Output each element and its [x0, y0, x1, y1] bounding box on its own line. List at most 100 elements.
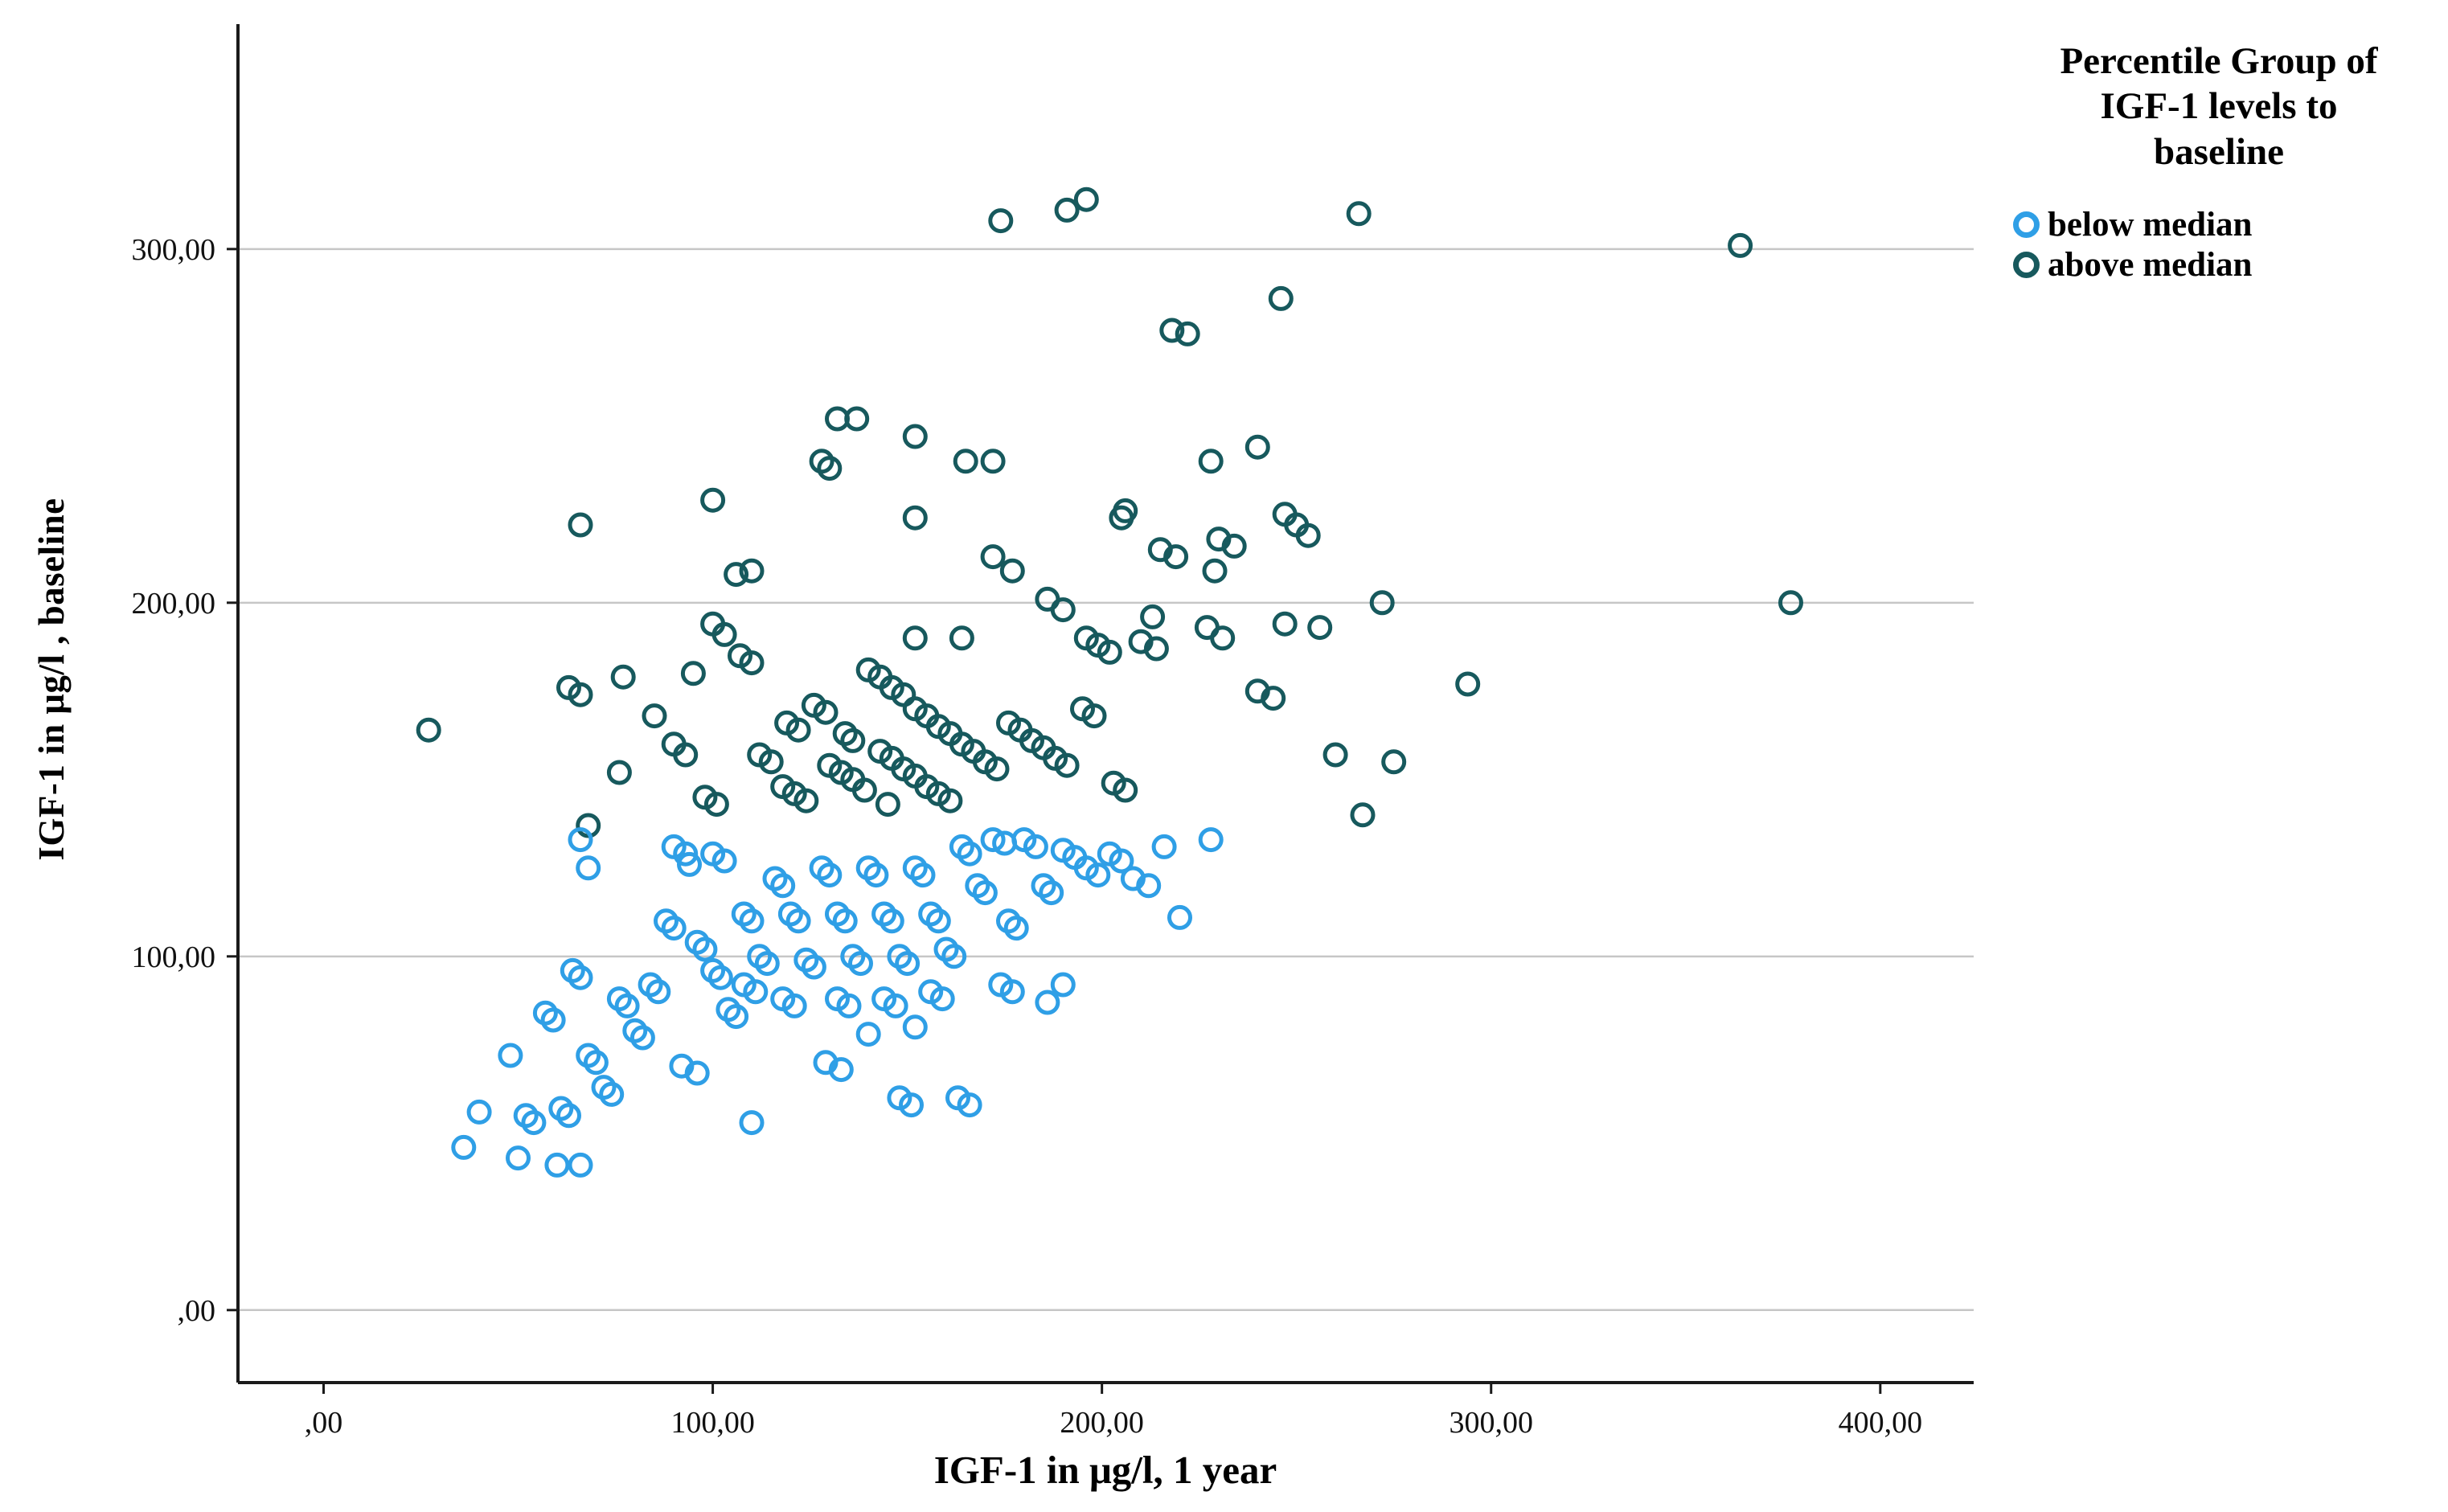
data-point-below-median: [1085, 863, 1111, 888]
legend-title-line: IGF-1 levels to: [2100, 85, 2338, 128]
data-point-above-median: [1455, 671, 1481, 697]
data-point-above-median: [610, 664, 636, 690]
data-point-below-median: [832, 908, 858, 934]
data-point-above-median: [1728, 232, 1753, 258]
data-point-below-median: [568, 827, 593, 853]
data-point-above-median: [758, 749, 784, 775]
data-point-below-median: [801, 954, 826, 980]
data-point-below-median: [568, 1152, 593, 1178]
data-point-below-median: [707, 965, 733, 990]
data-point-below-median: [673, 841, 699, 867]
data-point-above-median: [1073, 186, 1099, 212]
data-point-above-median: [1054, 197, 1080, 223]
data-point-below-median: [1198, 827, 1224, 853]
data-point-below-median: [711, 848, 737, 874]
data-point-below-median: [925, 908, 951, 934]
data-point-below-median: [568, 965, 593, 990]
data-point-below-median: [677, 851, 702, 877]
data-point-above-median: [851, 777, 877, 803]
data-point-above-median: [1346, 201, 1372, 227]
data-point-below-median: [770, 873, 796, 899]
legend-entry-label: above median: [2048, 245, 2253, 284]
data-point-below-median: [957, 1092, 982, 1118]
data-point-above-median: [988, 208, 1014, 234]
data-point-above-median: [1369, 590, 1395, 616]
data-point-below-median: [863, 863, 889, 888]
data-point-above-median: [1175, 321, 1200, 346]
data-point-below-median: [540, 1007, 566, 1033]
data-point-above-median: [980, 449, 1006, 474]
legend-entry-above-median: above median: [2013, 245, 2448, 285]
data-point-below-median: [629, 1025, 655, 1051]
legend-entry-below-median: below median: [2013, 205, 2448, 244]
data-point-below-median: [521, 1110, 547, 1136]
data-point-below-median: [544, 1152, 570, 1178]
data-point-above-median: [999, 558, 1025, 584]
data-point-above-median: [793, 788, 819, 813]
data-point-below-median: [828, 1057, 854, 1083]
data-point-below-median: [1109, 848, 1134, 874]
data-point-above-median: [711, 621, 737, 647]
legend-title-line: baseline: [2154, 130, 2284, 173]
legend-entry-label: below median: [2048, 206, 2253, 244]
data-point-above-median: [785, 717, 811, 743]
data-point-below-median: [785, 908, 811, 934]
data-point-above-median: [700, 487, 726, 513]
data-point-above-median: [416, 717, 441, 743]
data-point-above-median: [1322, 742, 1348, 768]
y-tick-label: 300,00: [132, 233, 216, 267]
data-point-above-median: [1778, 590, 1803, 616]
data-point-below-median: [743, 979, 769, 1005]
data-point-above-median: [1245, 434, 1270, 460]
data-point-below-median: [739, 1110, 765, 1136]
data-point-above-median: [1081, 703, 1107, 729]
x-tick-label: 200,00: [1060, 1406, 1144, 1440]
x-tick-label: 300,00: [1449, 1406, 1533, 1440]
x-tick-label: 100,00: [670, 1406, 755, 1440]
below-median-circle-icon: [2013, 211, 2040, 239]
data-point-above-median: [980, 544, 1006, 570]
data-point-below-median: [855, 1022, 881, 1047]
data-point-below-median: [646, 979, 671, 1005]
data-point-above-median: [568, 512, 593, 538]
data-point-below-median: [848, 951, 873, 977]
data-point-above-median: [1268, 285, 1294, 311]
data-point-below-median: [622, 1018, 648, 1043]
y-tick-label: ,00: [178, 1294, 216, 1328]
above-median-circle-icon: [2013, 251, 2040, 278]
data-point-above-median: [1050, 597, 1076, 623]
data-point-above-median: [1159, 318, 1185, 343]
data-point-above-median: [1261, 686, 1286, 711]
data-point-above-median: [844, 406, 870, 432]
y-tick-label: 200,00: [132, 587, 216, 621]
data-point-below-median: [918, 901, 944, 927]
data-point-above-median: [832, 721, 858, 747]
data-point-below-median: [754, 951, 780, 977]
data-point-above-median: [1143, 636, 1169, 662]
data-point-below-median: [599, 1081, 625, 1107]
data-point-below-median: [895, 951, 921, 977]
data-point-below-median: [879, 908, 904, 934]
legend: Percentile Group of IGF-1 levels to base…: [1984, 39, 2448, 285]
data-point-below-median: [1167, 904, 1192, 930]
data-point-above-median: [1054, 752, 1080, 778]
data-point-above-median: [902, 505, 928, 531]
data-point-below-median: [899, 1092, 924, 1118]
data-point-below-median: [836, 993, 862, 1018]
data-point-above-median: [673, 742, 699, 768]
data-point-below-median: [498, 1043, 523, 1068]
data-point-above-median: [1198, 449, 1224, 474]
data-point-above-median: [875, 792, 900, 817]
data-point-below-median: [781, 993, 807, 1018]
data-point-below-median: [980, 827, 1006, 853]
data-point-above-median: [680, 661, 706, 686]
data-point-below-median: [965, 873, 990, 899]
data-point-below-median: [999, 979, 1025, 1005]
data-point-below-median: [1151, 834, 1177, 859]
data-point-below-median: [941, 944, 967, 969]
data-point-above-median: [984, 756, 1010, 782]
data-point-below-median: [661, 916, 687, 941]
data-point-above-median: [568, 682, 593, 707]
data-point-above-median: [1140, 604, 1166, 629]
